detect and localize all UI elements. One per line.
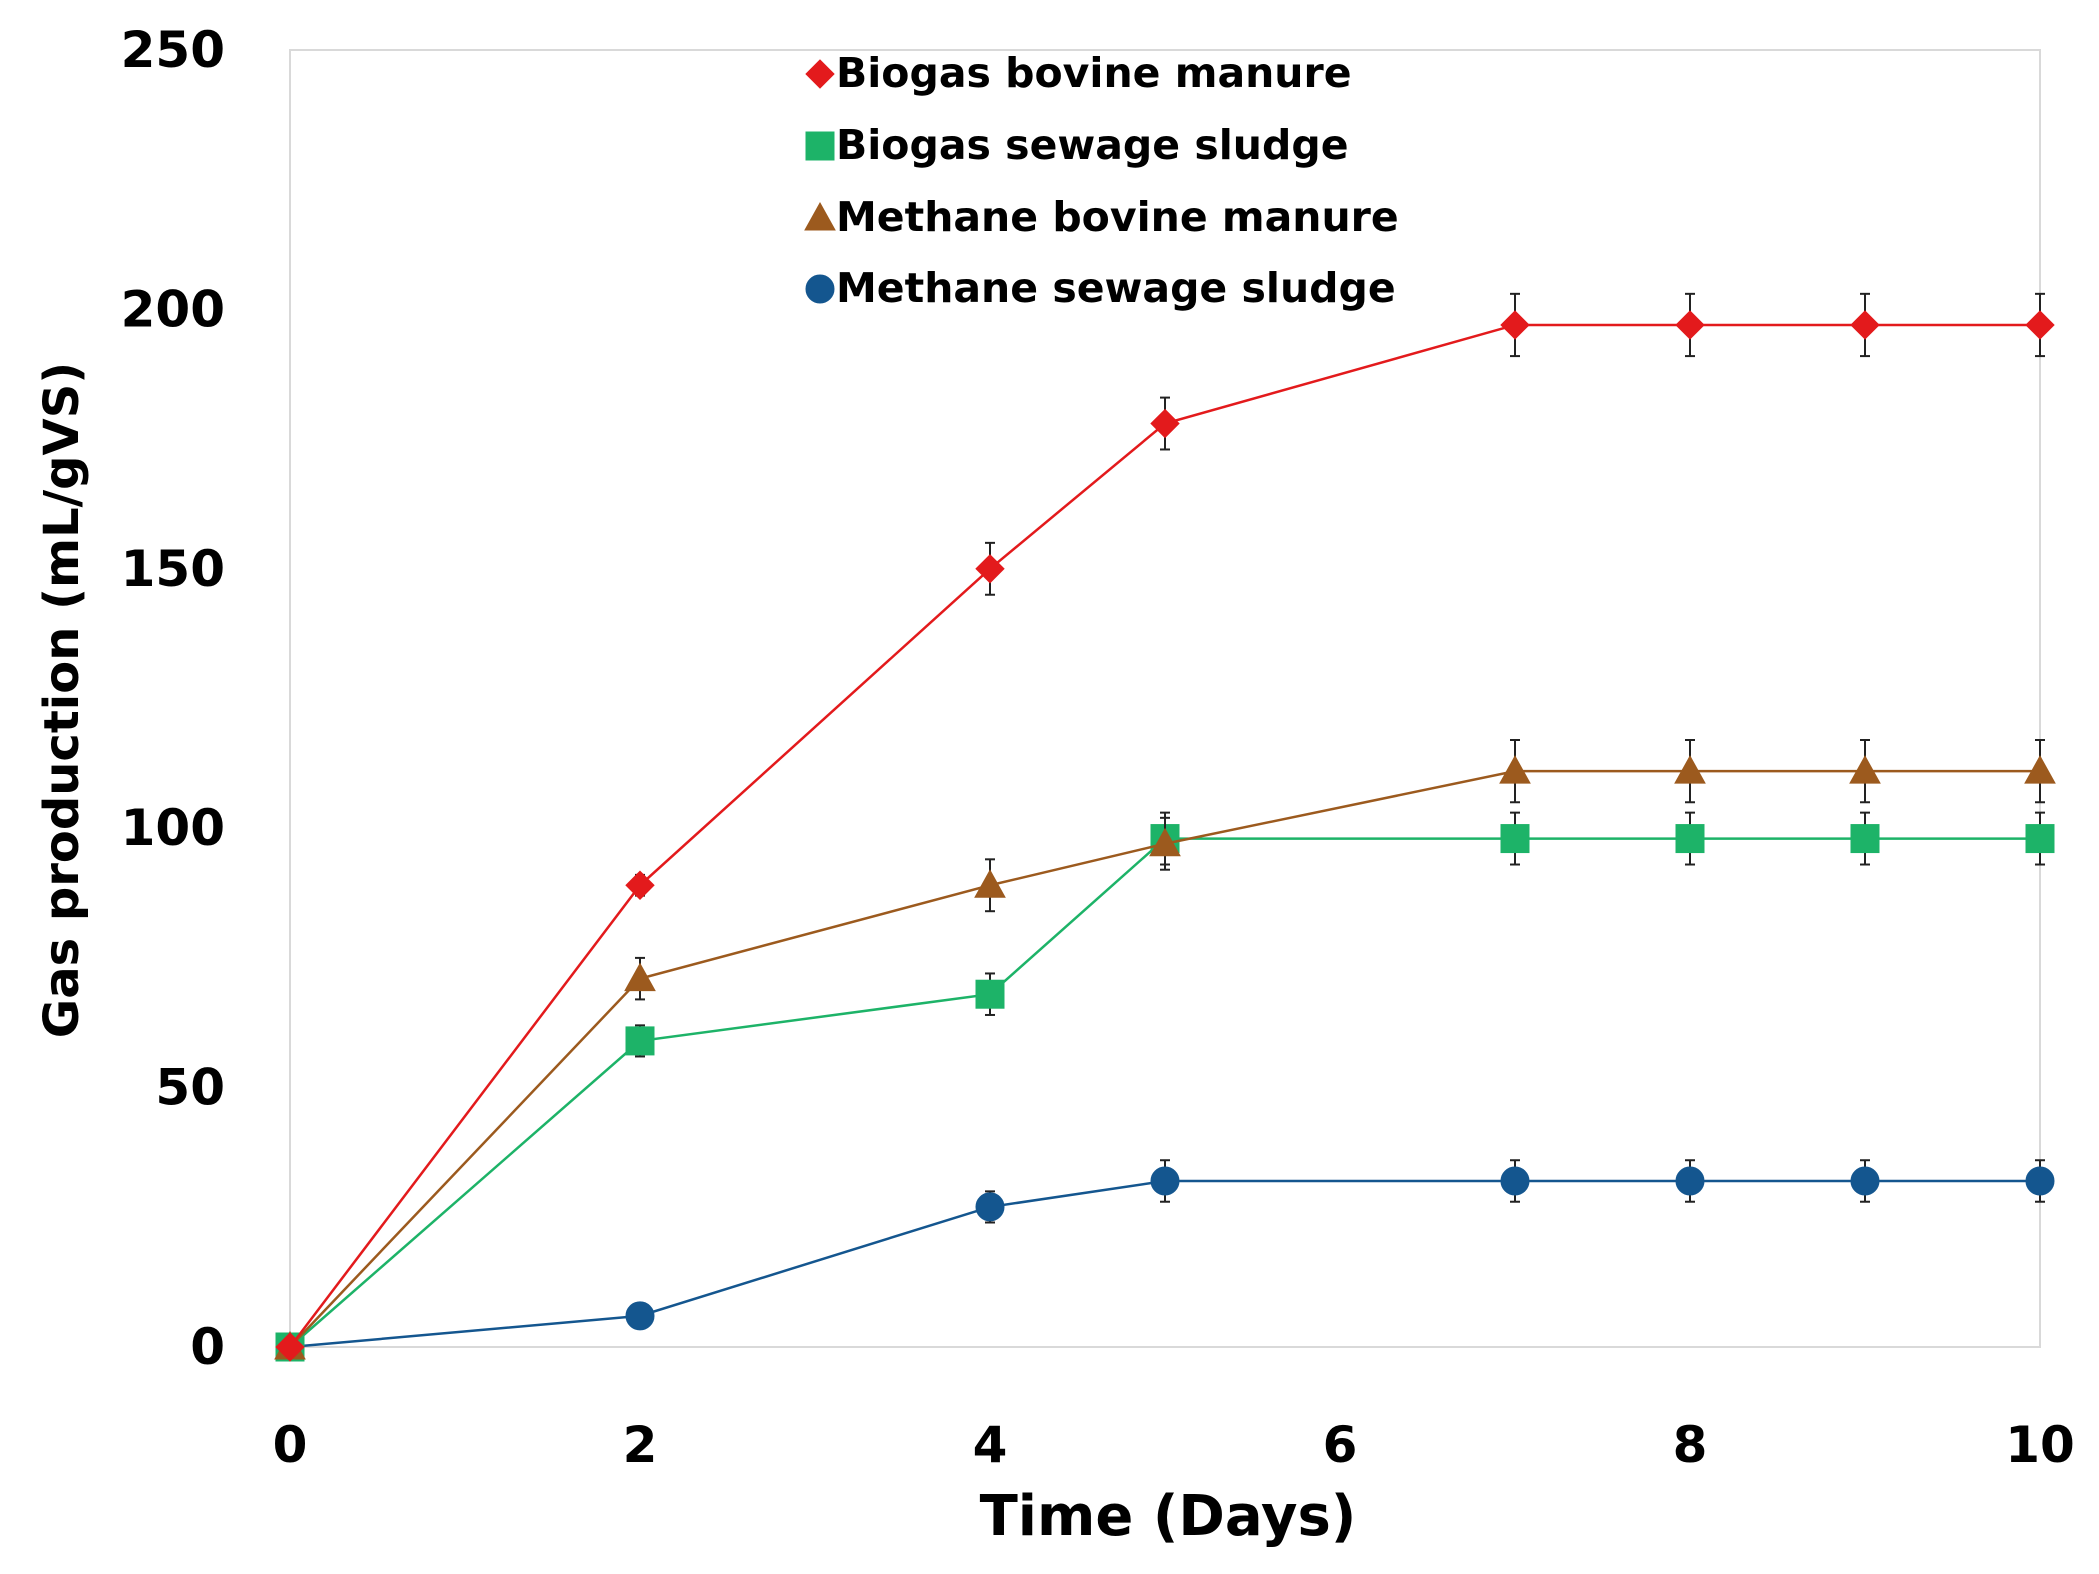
legend-marker (805, 131, 835, 161)
legend-item: Biogas sewage sludge (805, 121, 1349, 169)
y-axis-ticks: 0 50 100 150 200 250 (121, 21, 225, 1376)
data-point (1499, 755, 1531, 784)
x-axis-ticks: 0 2 4 6 8 10 (273, 1416, 2075, 1474)
legend-marker (804, 201, 836, 231)
legend-label: Biogas bovine manure (836, 49, 1352, 97)
series-line (289, 837, 2040, 1348)
data-point (625, 1026, 655, 1056)
x-tick-label: 10 (2005, 1416, 2075, 1474)
data-point (1675, 1166, 1705, 1196)
series-biogas-bovine-manure (275, 292, 2055, 1362)
legend-item: Biogas bovine manure (805, 49, 1352, 97)
series-methane-bovine-manure (274, 739, 2056, 1360)
data-point (2024, 755, 2056, 784)
series-line (289, 769, 2040, 1348)
legend-label: Methane bovine manure (836, 193, 1399, 241)
data-point (1150, 1166, 1180, 1196)
x-tick-label: 4 (973, 1416, 1008, 1474)
series-line (289, 1179, 2040, 1349)
data-point (624, 962, 656, 992)
data-point (1675, 310, 1705, 340)
data-point (1500, 824, 1530, 854)
data-point (974, 869, 1006, 898)
x-tick-label: 2 (623, 1416, 658, 1474)
legend-marker (805, 274, 835, 304)
data-point (1500, 310, 1530, 340)
legend-marker (805, 59, 835, 89)
data-point (2025, 1166, 2055, 1196)
x-tick-label: 8 (1673, 1416, 1708, 1474)
y-tick-label: 250 (121, 21, 225, 79)
data-point (2025, 824, 2055, 854)
plot-area (289, 49, 2041, 1348)
x-tick-label: 0 (273, 1416, 308, 1474)
data-point (1150, 408, 1180, 439)
data-point (1850, 1166, 1880, 1196)
data-point (275, 1332, 305, 1362)
data-point (975, 554, 1005, 584)
legend-item: Methane sewage sludge (805, 264, 1396, 312)
data-point (1850, 310, 1880, 340)
legend: Biogas bovine manure Biogas sewage sludge… (804, 49, 1399, 312)
legend-item: Methane bovine manure (804, 193, 1399, 241)
series-methane-sewage-sludge (275, 1159, 2055, 1362)
x-axis-title: Time (Days) (980, 1484, 1357, 1549)
data-point (1500, 1166, 1530, 1196)
data-point (625, 1301, 655, 1331)
data-point (1674, 755, 1706, 784)
legend-label: Methane sewage sludge (836, 264, 1396, 312)
y-tick-label: 150 (121, 540, 225, 598)
series-biogas-sewage-sludge (275, 811, 2055, 1362)
data-point (1149, 827, 1181, 857)
x-tick-label: 6 (1323, 1416, 1358, 1474)
y-tick-label: 0 (190, 1318, 225, 1376)
data-point (975, 1192, 1005, 1222)
y-tick-label: 50 (155, 1059, 225, 1117)
data-point (1849, 755, 1881, 784)
data-point (975, 979, 1005, 1009)
data-point (1675, 824, 1705, 854)
series-layer (274, 292, 2056, 1362)
y-tick-label: 100 (121, 799, 225, 857)
data-point (2025, 310, 2055, 340)
legend-label: Biogas sewage sludge (836, 121, 1349, 169)
y-axis-title: Gas production (mL/gVS) (34, 362, 90, 1038)
series-line (289, 323, 2040, 1348)
y-tick-label: 200 (121, 280, 225, 338)
data-point (625, 870, 655, 900)
data-point (1850, 824, 1880, 854)
